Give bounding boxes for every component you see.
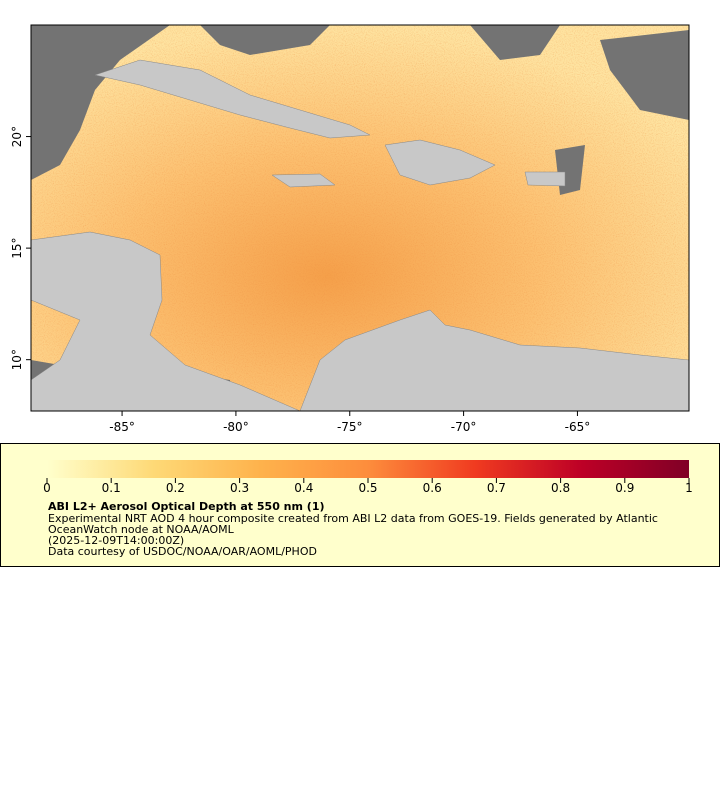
- colorbar-tick-label: 0.3: [230, 481, 249, 495]
- x-tick-label: -75°: [337, 420, 363, 434]
- legend-line: OceanWatch node at NOAA/AOML: [48, 523, 235, 536]
- colorbar-tick-label: 0.1: [102, 481, 121, 495]
- y-tick-label: 20°: [10, 126, 24, 147]
- y-tick-label: 10°: [10, 349, 24, 370]
- colorbar-tick-label: 0.4: [294, 481, 313, 495]
- colorbar-tick-label: 1: [685, 481, 693, 495]
- x-tick-label: -85°: [109, 420, 135, 434]
- colorbar-tick-label: 0.9: [615, 481, 634, 495]
- legend-line: Data courtesy of USDOC/NOAA/OAR/AOML/PHO…: [48, 545, 317, 558]
- map-frame: [30, 24, 690, 412]
- map-image: [31, 25, 689, 411]
- colorbar-tick-label: 0.5: [358, 481, 377, 495]
- x-tick-label: -65°: [565, 420, 591, 434]
- legend-title: ABI L2+ Aerosol Optical Depth at 550 nm …: [48, 500, 325, 513]
- legend-line: Experimental NRT AOD 4 hour composite cr…: [48, 512, 658, 525]
- x-tick-label: -70°: [451, 420, 477, 434]
- x-tick-label: -80°: [223, 420, 249, 434]
- colorbar-tick-label: 0.8: [551, 481, 570, 495]
- colorbar-tick-label: 0.7: [487, 481, 506, 495]
- land: [31, 59, 689, 411]
- y-tick-label: 15°: [10, 237, 24, 258]
- legend-line: (2025-12-09T14:00:00Z): [48, 534, 184, 547]
- colorbar-tick-label: 0.6: [423, 481, 442, 495]
- colorbar: [47, 460, 689, 478]
- colorbar-tick-label: 0: [43, 481, 51, 495]
- colorbar-tick-label: 0.2: [166, 481, 185, 495]
